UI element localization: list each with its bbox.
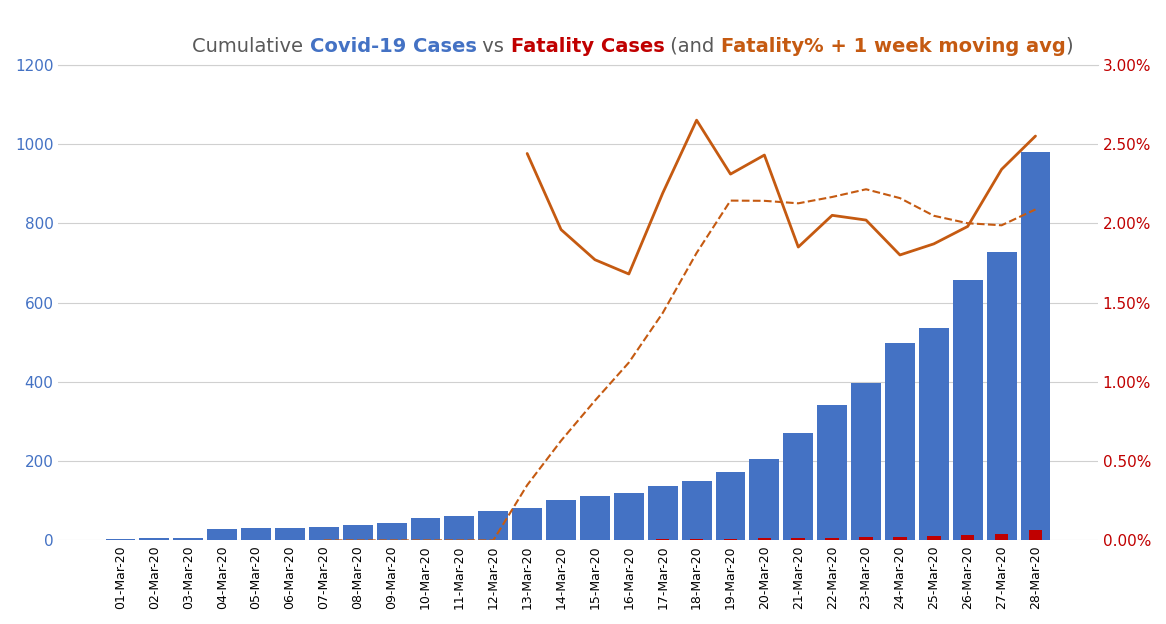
Bar [859, 537, 873, 540]
Bar [724, 539, 737, 540]
Bar [1028, 530, 1042, 540]
Bar [614, 493, 644, 540]
Bar [478, 512, 508, 540]
Bar [758, 539, 771, 540]
Bar [986, 252, 1017, 540]
Bar [927, 537, 941, 540]
Bar [995, 534, 1009, 540]
Bar [580, 495, 610, 540]
Bar [648, 486, 677, 540]
Bar [275, 528, 304, 540]
Bar [716, 472, 745, 540]
Text: (and: (and [665, 37, 721, 56]
Bar [826, 538, 840, 540]
Bar [208, 529, 237, 540]
Bar [174, 539, 203, 540]
Bar [682, 480, 711, 540]
Bar [919, 328, 949, 540]
Bar [851, 383, 881, 540]
Text: vs: vs [477, 37, 511, 56]
Bar [784, 433, 813, 540]
Bar [893, 537, 907, 540]
Bar [241, 529, 271, 540]
Bar [343, 525, 373, 540]
Text: Cumulative: Cumulative [192, 37, 309, 56]
Bar [444, 516, 475, 540]
Bar [512, 508, 542, 540]
Bar [817, 405, 847, 540]
Bar [309, 527, 339, 540]
Text: Covid-19 Cases: Covid-19 Cases [309, 37, 477, 56]
Text: ): ) [1066, 37, 1073, 56]
Bar [961, 535, 975, 540]
Bar [656, 539, 669, 540]
Bar [792, 539, 805, 540]
Bar [140, 539, 169, 540]
Bar [885, 343, 915, 540]
Bar [546, 500, 576, 540]
Bar [106, 539, 135, 540]
Text: Fatality% + 1 week moving avg: Fatality% + 1 week moving avg [721, 37, 1066, 56]
Bar [750, 459, 779, 540]
Bar [377, 524, 407, 540]
Bar [953, 280, 983, 540]
Bar [1020, 152, 1051, 540]
Bar [690, 539, 703, 540]
Bar [410, 518, 441, 540]
Text: Fatality Cases: Fatality Cases [511, 37, 665, 56]
